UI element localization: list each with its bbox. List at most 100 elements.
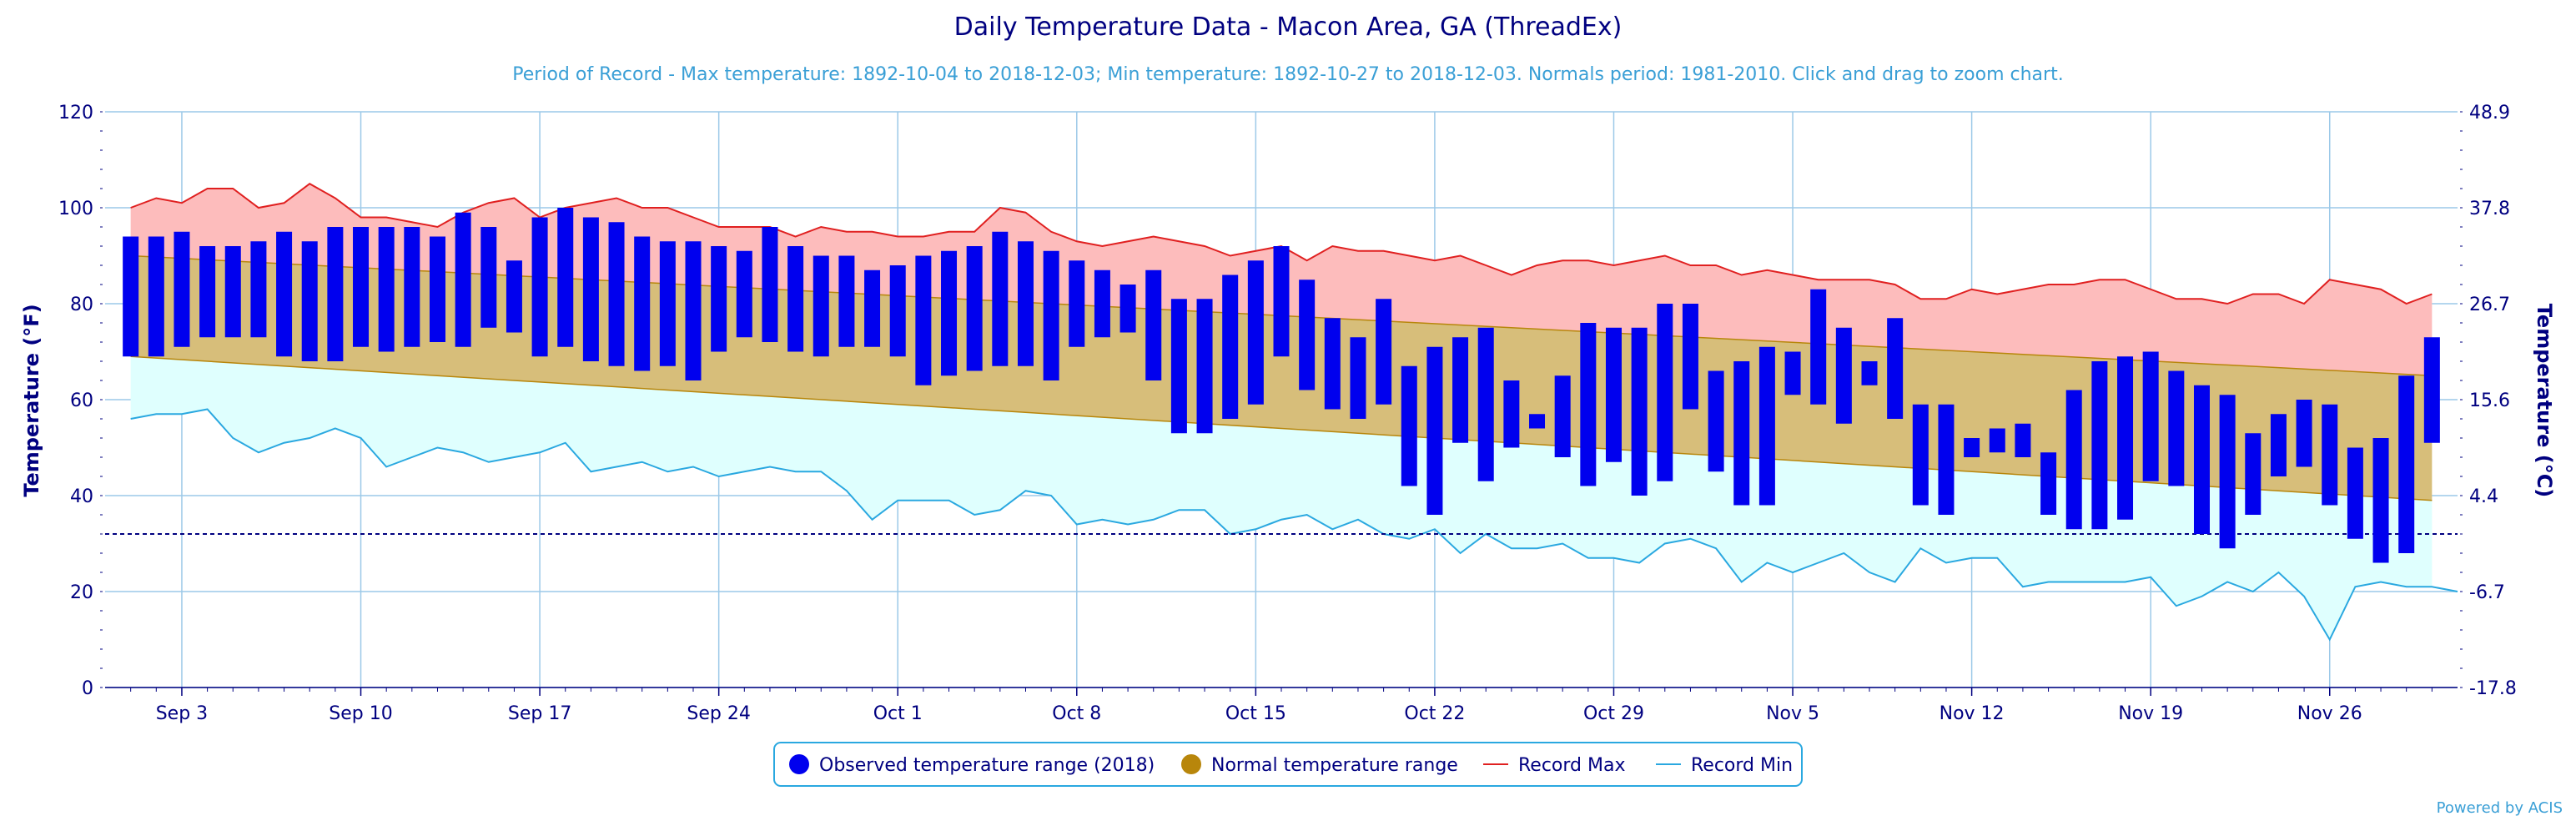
observed-bar (1196, 299, 1213, 434)
observed-bar (711, 246, 727, 352)
observed-bar (864, 269, 881, 347)
observed-bar (1452, 337, 1469, 443)
observed-bar (2245, 433, 2262, 515)
y-tick-label: 100 (58, 199, 93, 219)
observed-bar (276, 231, 293, 357)
x-tick-label: Oct 1 (873, 703, 923, 724)
y-tick-label: 60 (70, 390, 93, 411)
observed-bar (1017, 241, 1034, 366)
legend-record-min-label: Record Min (1691, 755, 1793, 776)
y-tick-label: 20 (70, 582, 93, 603)
observed-bar (2015, 423, 2031, 457)
observed-bar (123, 236, 139, 357)
observed-bar (1554, 375, 1571, 457)
observed-bar (1119, 285, 1136, 333)
observed-bar (199, 246, 216, 338)
observed-bar (659, 241, 676, 366)
observed-bar (224, 246, 241, 338)
credit-link[interactable]: Powered by ACIS (2437, 799, 2563, 817)
y2-tick-label: 4.4 (2469, 486, 2498, 507)
observed-bar (2168, 370, 2185, 486)
x-tick-label: Sep 3 (156, 703, 208, 724)
record-min-line (130, 408, 2458, 642)
observed-bar (1273, 246, 1290, 357)
observed-bar (1810, 289, 1827, 405)
observed-bar (1299, 280, 1316, 390)
observed-bar (685, 241, 702, 380)
observed-bar (608, 222, 625, 366)
observed-bar (1247, 260, 1264, 405)
observed-bar (762, 227, 778, 342)
legend[interactable]: Observed temperature range (2018) Normal… (773, 742, 1803, 787)
observed-bar (582, 217, 599, 361)
legend-item-normal[interactable]: Normal temperature range (1181, 754, 1458, 776)
legend-item-record-max[interactable]: Record Max (1483, 755, 1626, 776)
observed-bar (1657, 304, 1673, 481)
observed-bar (2398, 375, 2415, 553)
observed-bar (1170, 299, 1187, 434)
observed-bar (634, 236, 651, 371)
observed-bar (174, 231, 190, 347)
legend-normal-marker (1181, 754, 1201, 774)
observed-bar (2296, 400, 2312, 467)
observed-bar (2040, 452, 2057, 515)
observed-bar (1529, 414, 1546, 429)
observed-bar (889, 265, 906, 357)
observed-bar (992, 231, 1009, 366)
y-tick-label: 0 (82, 678, 93, 699)
observed-bar (1376, 299, 1392, 405)
y2-tick-label: -6.7 (2469, 582, 2505, 603)
observed-bar (2117, 356, 2134, 520)
observed-bar (2372, 438, 2389, 563)
observed-bar (2193, 385, 2210, 534)
observed-bar (966, 246, 983, 371)
observed-bar (531, 217, 548, 357)
x-tick-label: Nov 5 (1766, 703, 1819, 724)
observed-bar (1989, 428, 2005, 453)
observed-bar (1784, 351, 1801, 395)
observed-bar (1912, 404, 1929, 506)
observed-bar (1222, 275, 1239, 419)
observed-bar (1477, 327, 1494, 481)
x-tick-label: Oct 15 (1225, 703, 1286, 724)
x-tick-label: Sep 10 (329, 703, 392, 724)
y2-axis-title: Temperature (°C) (2533, 304, 2556, 498)
observed-bar (1145, 269, 1162, 380)
observed-bar (301, 241, 318, 361)
legend-item-record-min[interactable]: Record Min (1656, 755, 1793, 776)
axes: 0 -17.8 20 -6.7 40 4.4 60 15.6 80 26.7 100 37.8 120 4… (58, 103, 2517, 724)
observed-bar (1631, 327, 1648, 496)
observed-bar (2322, 404, 2338, 506)
observed-bar (455, 212, 471, 347)
observed-bar (1708, 370, 1724, 472)
x-tick-label: Nov 19 (2118, 703, 2183, 724)
chart-title: Daily Temperature Data - Macon Area, GA … (954, 13, 1623, 42)
observed-bar (2219, 395, 2236, 549)
observed-bar (480, 227, 497, 328)
observed-bar (2270, 414, 2287, 476)
observed-bar (1426, 346, 1443, 515)
x-tick-label: Oct 8 (1052, 703, 1101, 724)
observed-bar (736, 250, 752, 338)
x-tick-label: Nov 26 (2297, 703, 2362, 724)
observed-bar (353, 227, 370, 347)
observed-bar (2347, 447, 2363, 539)
observed-bar (1069, 260, 1085, 347)
observed-bar (2065, 390, 2082, 530)
y2-tick-label: 26.7 (2469, 295, 2510, 315)
legend-box (773, 742, 1803, 787)
x-tick-label: Sep 24 (687, 703, 750, 724)
observed-bar (557, 208, 574, 347)
observed-bar (813, 255, 829, 357)
observed-bar (1964, 438, 1980, 457)
observed-bar (787, 246, 804, 352)
x-tick-label: Oct 29 (1583, 703, 1644, 724)
y2-tick-label: 48.9 (2469, 103, 2510, 123)
y2-tick-label: -17.8 (2469, 678, 2517, 699)
record-min-area (130, 356, 2433, 640)
observed-bar (250, 241, 267, 338)
observed-bar (1733, 361, 1750, 506)
observed-bar (1401, 365, 1417, 486)
legend-item-observed[interactable]: Observed temperature range (2018) (789, 754, 1155, 776)
